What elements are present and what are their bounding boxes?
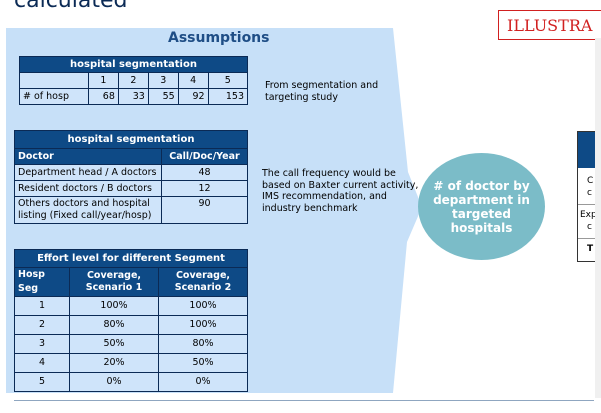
divider [578,238,601,239]
hospital-segmentation-table: hospital segmentation 1 2 3 4 5 # of hos… [19,56,249,105]
table-cell: Others doctors and hospital listing (Fix… [14,196,162,224]
table-cell: 2 [14,315,70,335]
table-cell: 12 [161,180,248,197]
table-cell: 100% [69,296,159,316]
table-header: hospital segmentation [14,130,248,149]
table-cell: 100% [158,315,248,335]
table-cell: 0% [69,372,159,392]
table-cell: 0% [158,372,248,392]
table-cell: 48 [161,164,248,181]
table-cell: Department head / A doctors [14,164,162,181]
footer-divider [14,400,594,401]
table-header: hospital segmentation [19,56,248,73]
column-header: Coverage, Scenario 2 [158,267,248,297]
partial-cell: C [587,176,594,186]
table-cell [19,72,89,89]
segment-label: 5 [207,72,249,89]
column-header: Hosp Seg [14,267,70,297]
table-cell: 153 [207,88,249,105]
assumptions-title: Assumptions [168,30,270,46]
table-cell: 92 [177,88,209,105]
column-header: Call/Doc/Year [161,148,248,165]
table-cell: 100% [158,296,248,316]
table-cell: 33 [117,88,149,105]
partial-cell: c [587,188,592,198]
partial-cell: c [587,222,592,232]
table-cell: 5 [14,372,70,392]
slide-title: calculated [14,0,128,13]
segment-label: 2 [117,72,149,89]
table-cell: 80% [69,315,159,335]
segment-label: 3 [147,72,179,89]
table-cell: 68 [88,88,119,105]
divider [578,204,601,205]
partial-cell: T [587,244,594,254]
table-cell: 50% [69,334,159,354]
column-header: Coverage, Scenario 1 [69,267,159,297]
table-cell: 1 [14,296,70,316]
table-cell: 4 [14,353,70,373]
table-cell: 55 [147,88,179,105]
call-frequency-table: hospital segmentation Doctor Call/Doc/Ye… [14,130,248,224]
table-cell: 3 [14,334,70,354]
effort-level-table: Effort level for different Segment Hosp … [14,249,248,392]
circle-label: # of doctor by department in targeted ho… [433,178,530,235]
segment-label: 4 [177,72,209,89]
table-cell: 90 [161,196,248,224]
illustrative-badge: ILLUSTRA [498,10,601,40]
table-cell: Resident doctors / B doctors [14,180,162,197]
call-frequency-note: The call frequency would be based on Bax… [262,168,419,214]
table-header: Effort level for different Segment [14,249,248,268]
row-label: # of hosp [19,88,89,105]
table-cell: 80% [158,334,248,354]
doctor-count-circle: # of doctor by department in targeted ho… [418,153,545,260]
column-header: Doctor [14,148,162,165]
segment-label: 1 [88,72,119,89]
table-cell: 50% [158,353,248,373]
segmentation-note: From segmentation and targeting study [265,80,379,103]
vertical-scrollbar[interactable] [595,38,601,398]
partial-cell: Exp [580,210,597,220]
table-cell: 20% [69,353,159,373]
